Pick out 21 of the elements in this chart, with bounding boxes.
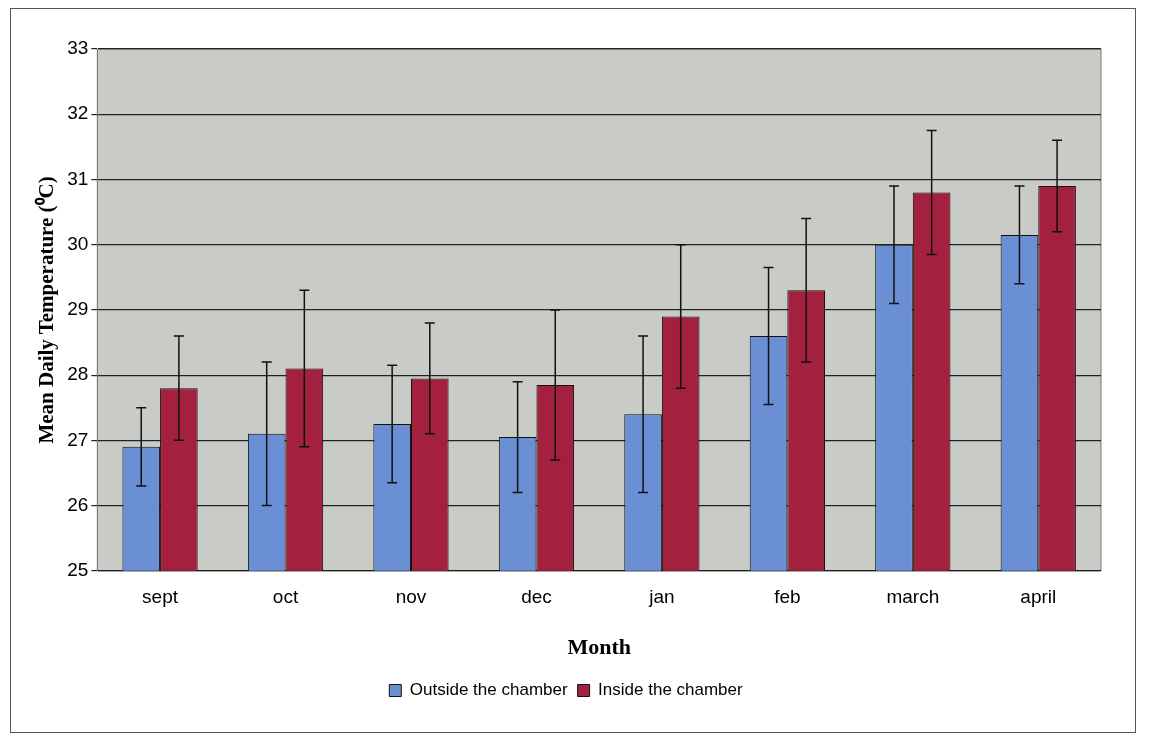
x-tick-label: oct — [272, 586, 299, 608]
x-tick-label: feb — [774, 586, 801, 608]
y-tick-label: 26 — [67, 493, 89, 515]
y-tick-label: 28 — [67, 363, 89, 385]
x-tick-label: dec — [521, 586, 552, 608]
y-tick-label: 30 — [67, 232, 89, 254]
y-tick-label: 27 — [67, 428, 89, 450]
y-tick-label: 25 — [67, 559, 89, 581]
x-tick-label: sept — [142, 586, 179, 608]
x-tick-label: jan — [648, 586, 675, 608]
y-axis-title: Mean Daily Temperature (⁰C) — [34, 176, 59, 444]
y-tick-label: 29 — [67, 298, 89, 320]
y-tick-label: 32 — [67, 102, 89, 124]
legend-label: Outside the chamber — [409, 680, 568, 700]
x-axis-title: Month — [567, 634, 631, 660]
y-tick-label: 33 — [67, 37, 89, 59]
y-tick-label: 31 — [67, 167, 89, 189]
x-tick-label: nov — [395, 586, 427, 608]
x-tick-label: march — [886, 586, 940, 608]
x-tick-label: april — [1020, 586, 1057, 608]
legend-label: Inside the chamber — [598, 680, 744, 700]
